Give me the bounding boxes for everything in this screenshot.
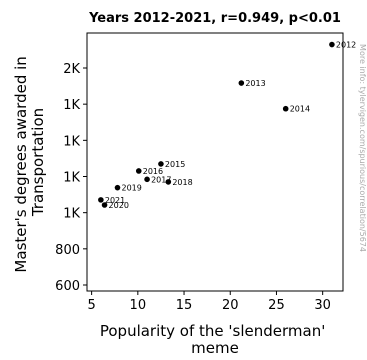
y-tick-label: 1K: [63, 207, 80, 222]
y-tick-label: 1K: [63, 98, 80, 113]
y-tick-label: 1K: [63, 171, 80, 186]
y-tick-label: 1K: [63, 134, 80, 149]
x-tick-label: 10: [130, 298, 147, 313]
y-tick-label: 600: [55, 279, 80, 294]
x-tick-label: 15: [176, 298, 193, 313]
data-point: [135, 168, 142, 174]
source-note: More info: tylervigen.com/spurious/corre…: [358, 44, 367, 252]
x-axis-ticks: 5 10 15 20 25 30: [87, 291, 331, 313]
data-point-label: 2013: [245, 79, 265, 88]
data-point-label: 2017: [151, 175, 171, 184]
data-point: [282, 105, 289, 112]
data-point-label: 2020: [109, 201, 129, 210]
data-point-label: 2016: [143, 167, 163, 176]
y-axis-label: Master's degrees awarded in Transportati…: [12, 51, 47, 272]
data-point: [158, 161, 164, 167]
data-point-label: 2019: [121, 184, 141, 193]
x-tick-label: 25: [268, 298, 285, 313]
chart-title: Years 2012-2021, r=0.949, p<0.01: [88, 11, 341, 26]
data-point: [101, 202, 108, 208]
data-point-label: 2015: [165, 160, 185, 169]
data-point: [144, 176, 150, 183]
y-axis-label-line-1: Master's degrees awarded in: [12, 56, 30, 272]
data-point: [238, 80, 245, 86]
data-point-label: 2012: [336, 41, 356, 50]
data-point-label: 2021: [105, 196, 125, 205]
plot-frame: [86, 32, 344, 292]
y-axis-ticks: 600 800 1K 1K 1K 1K 2K: [55, 62, 87, 294]
x-axis-label-line-1: Popularity of the 'slenderman': [100, 322, 325, 340]
x-axis-label: Popularity of the 'slenderman' meme: [100, 322, 330, 356]
data-point: [165, 179, 172, 185]
data-point: [114, 184, 121, 191]
data-point: [98, 197, 104, 203]
x-tick-label: 20: [222, 298, 239, 313]
data-point-label: 2014: [290, 105, 310, 114]
x-tick-label: 30: [314, 298, 331, 313]
y-tick-label: 2K: [63, 62, 80, 77]
x-axis-label-line-2: meme: [191, 339, 239, 356]
y-tick-label: 800: [55, 243, 80, 258]
y-axis-label-line-2: Transportation: [29, 108, 47, 217]
data-point-label: 2018: [172, 178, 192, 187]
x-tick-label: 5: [87, 298, 95, 313]
data-point: [329, 41, 335, 48]
